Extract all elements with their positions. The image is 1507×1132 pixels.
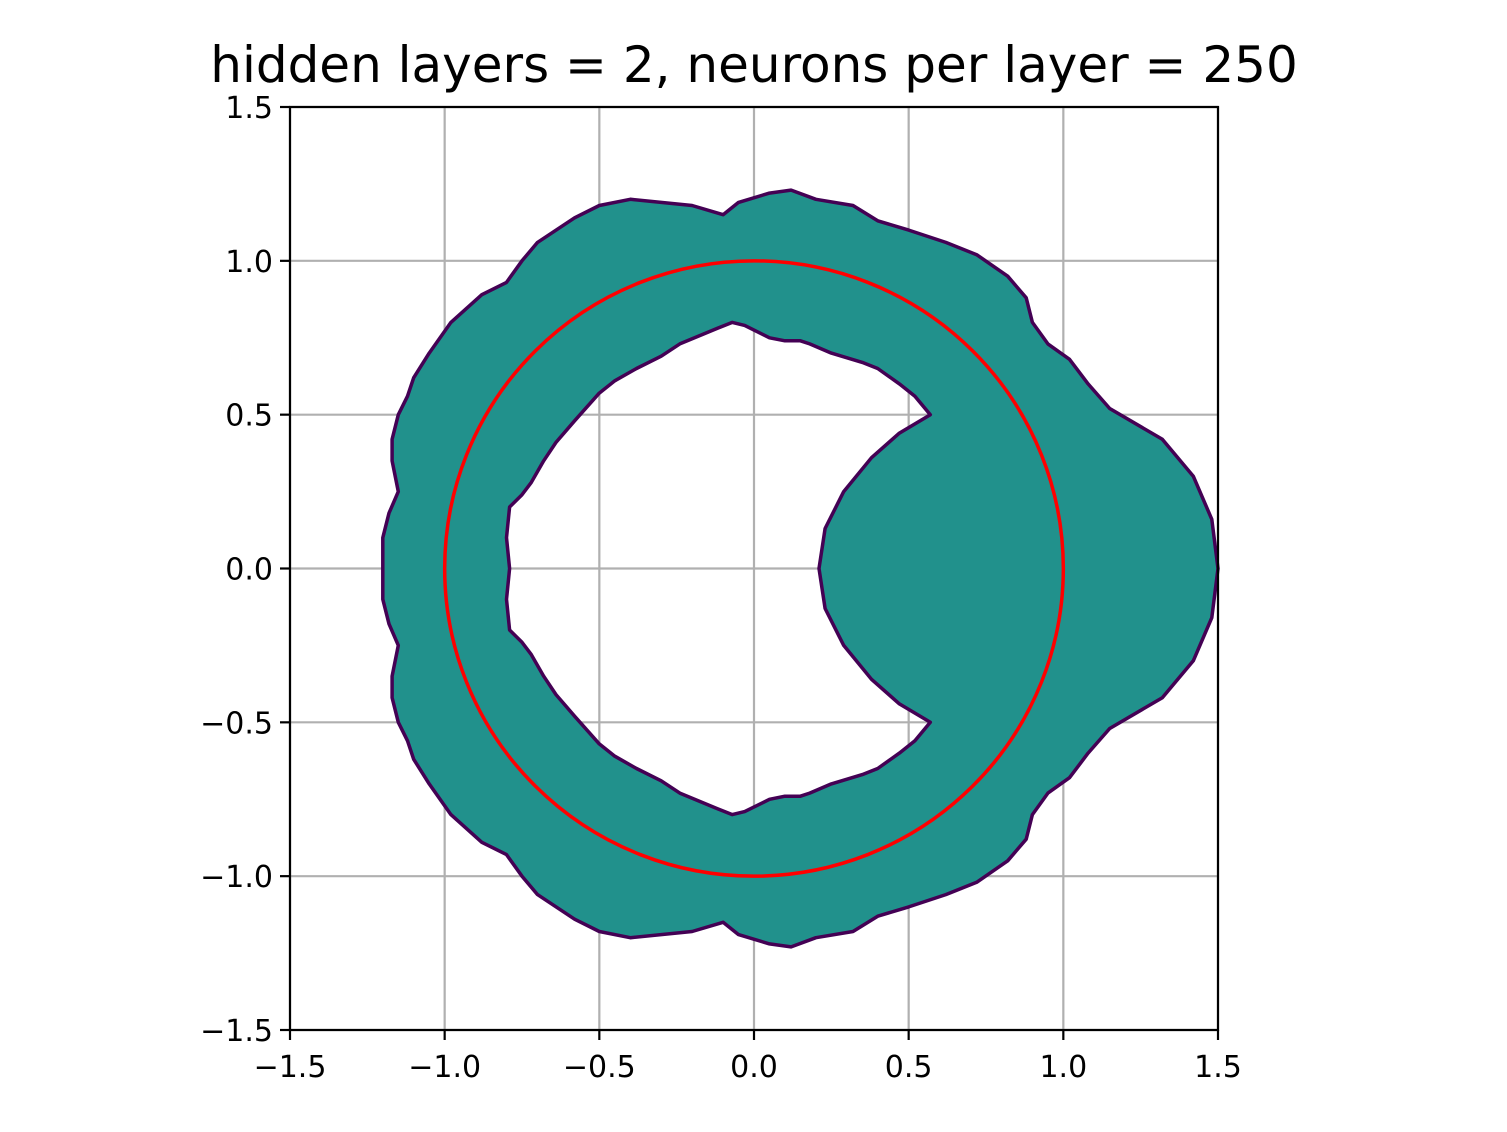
inner-boundary-line — [504, 320, 933, 817]
y-tick-label: 1.0 — [225, 245, 273, 280]
y-tick-label: −1.0 — [200, 860, 273, 895]
decision-region — [382, 190, 1218, 947]
y-tick-label: −0.5 — [200, 706, 273, 741]
chart-title: hidden layers = 2, neurons per layer = 2… — [210, 36, 1298, 94]
x-tick-label: 1.0 — [1039, 1050, 1087, 1085]
x-tick-label: 0.5 — [885, 1050, 933, 1085]
y-axis: −1.5 −1.0 −0.5 0.0 0.5 1.0 1.5 — [200, 91, 290, 1049]
x-axis: −1.5 −1.0 −0.5 0.0 0.5 1.0 1.5 — [254, 1030, 1242, 1085]
x-tick-label: 1.5 — [1194, 1050, 1242, 1085]
x-tick-label: 0.0 — [730, 1050, 778, 1085]
x-tick-label: −1.5 — [254, 1050, 327, 1085]
x-tick-label: −1.0 — [408, 1050, 481, 1085]
y-tick-label: 0.5 — [225, 399, 273, 434]
x-tick-label: −0.5 — [563, 1050, 636, 1085]
y-tick-label: 1.5 — [225, 91, 273, 126]
plot-area — [381, 188, 1220, 949]
y-tick-label: 0.0 — [225, 553, 273, 588]
outer-boundary-line — [381, 188, 1220, 949]
reference-circle — [442, 259, 1066, 878]
y-tick-label: −1.5 — [200, 1014, 273, 1049]
